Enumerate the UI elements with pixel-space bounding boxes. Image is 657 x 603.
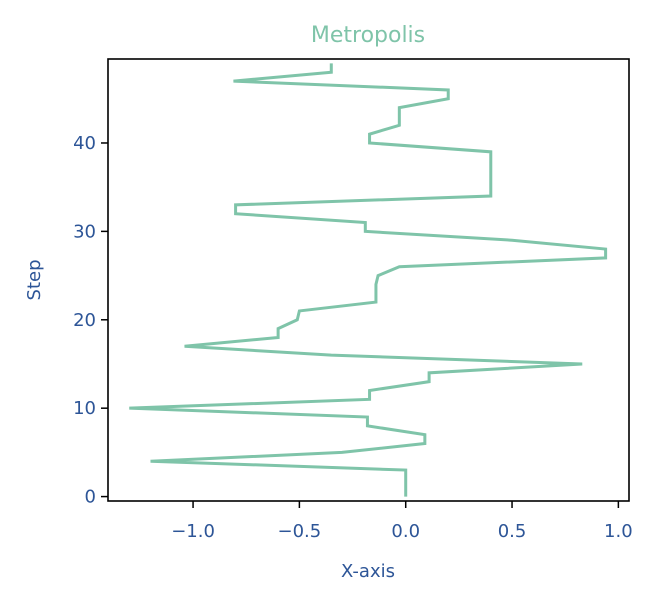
y-tick-label: 20: [73, 310, 96, 331]
y-axis-label: Step: [24, 260, 45, 301]
plot-frame: [107, 58, 630, 502]
y-tick-label: 30: [73, 221, 96, 242]
chart-title: Metropolis: [311, 23, 425, 48]
y-tick-label: 0: [85, 487, 96, 508]
x-tick-label: −0.5: [278, 521, 322, 542]
x-tick-label: 0.5: [498, 521, 527, 542]
y-ticks: 0 10 20 30 40: [73, 133, 108, 508]
series-line: [129, 63, 608, 497]
y-tick-label: 10: [73, 398, 96, 419]
x-tick-label: −1.0: [171, 521, 215, 542]
x-ticks: −1.0 −0.5 0.0 0.5 1.0: [171, 501, 633, 542]
y-tick-label: 40: [73, 133, 96, 154]
x-tick-label: 0.0: [391, 521, 420, 542]
x-axis-label: X-axis: [341, 561, 395, 582]
x-tick-label: 1.0: [604, 521, 633, 542]
